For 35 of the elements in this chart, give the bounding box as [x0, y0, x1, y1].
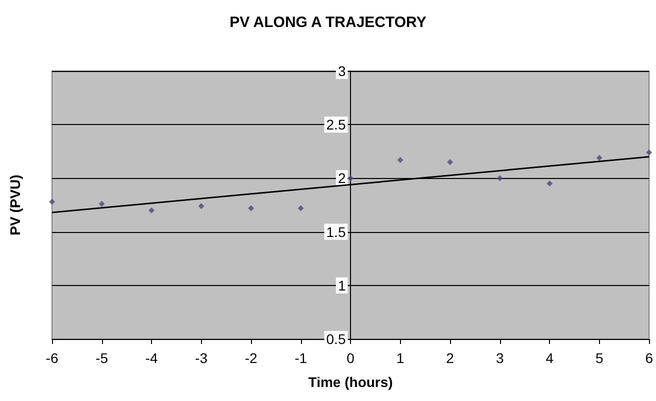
- point: [397, 156, 404, 163]
- x-tick-label: 2: [446, 350, 454, 366]
- point: [546, 180, 553, 187]
- x-tick-label: 5: [595, 350, 604, 366]
- point: [596, 154, 602, 161]
- y-tick-label: 3: [338, 63, 346, 79]
- y-tick-label: 2: [338, 170, 346, 186]
- x-tick-label: -2: [244, 350, 258, 366]
- point: [148, 207, 155, 214]
- point: [248, 205, 254, 212]
- x-tick-label: -5: [96, 350, 108, 366]
- x-tick-label: -6: [46, 350, 58, 366]
- x-tick-label: 6: [645, 350, 654, 366]
- x-tick-label: 0: [346, 350, 355, 366]
- point: [198, 203, 204, 210]
- chart-title: PV ALONG A TRAJECTORY: [230, 14, 426, 31]
- y-axis-title: PV (PVU): [7, 174, 23, 236]
- x-tick-label: 4: [546, 350, 554, 366]
- x-tick-label: -4: [145, 350, 158, 366]
- point: [496, 175, 503, 182]
- point: [348, 175, 354, 182]
- point: [447, 159, 454, 166]
- x-tick-label: -3: [195, 350, 208, 366]
- point: [98, 200, 105, 207]
- point: [298, 205, 304, 212]
- y-tick-label: 1: [338, 277, 346, 294]
- point: [49, 198, 55, 205]
- y-tick-label: 2.5: [326, 116, 346, 133]
- x-tick-label: 1: [396, 350, 404, 366]
- x-axis-title: Time (hours): [308, 374, 393, 390]
- y-tick-label: 1.5: [326, 224, 346, 240]
- y-tick-label: 0.5: [326, 331, 346, 347]
- point: [646, 149, 652, 156]
- x-tick-label: -1: [294, 350, 308, 366]
- x-tick-label: 3: [496, 350, 504, 366]
